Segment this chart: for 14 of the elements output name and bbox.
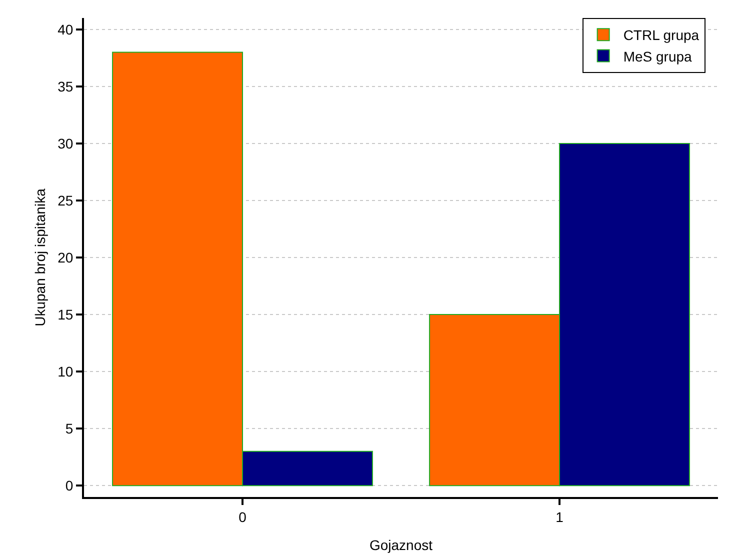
x-tick-label: 1 xyxy=(556,508,564,525)
legend-label: MeS grupa xyxy=(623,48,692,64)
y-tick-label: 10 xyxy=(58,363,74,380)
y-tick-label: 0 xyxy=(65,478,74,494)
y-tick-label: 20 xyxy=(58,249,74,266)
y-tick-label: 15 xyxy=(58,306,74,322)
legend-label: CTRL grupa xyxy=(623,27,700,44)
x-axis-title: Gojaznost xyxy=(369,537,433,553)
y-tick-label: 5 xyxy=(65,420,74,436)
y-tick-label: 25 xyxy=(58,192,74,208)
y-tick-label: 30 xyxy=(58,135,74,152)
y-tick-label: 40 xyxy=(58,21,74,38)
y-tick-label: 35 xyxy=(58,78,74,94)
y-axis-title: Ukupan broj ispitanika xyxy=(32,188,48,326)
